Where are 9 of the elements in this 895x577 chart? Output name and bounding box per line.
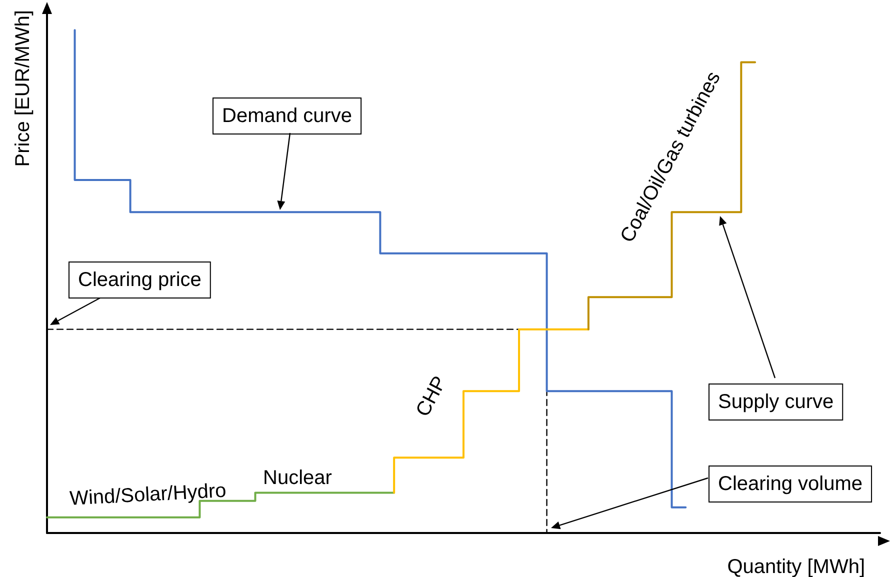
annotation: Wind/Solar/Hydro	[69, 480, 227, 510]
annotation: Demand curve	[222, 105, 352, 127]
annotation: Clearing price	[78, 269, 202, 291]
annotation: Supply curve	[718, 391, 834, 413]
x-axis-title: Quantity [MWh]	[727, 556, 865, 577]
annotation: Clearing volume	[718, 473, 863, 495]
annotation: Nuclear	[263, 467, 332, 489]
y-axis-title: Price [EUR/MWh]	[12, 10, 34, 167]
annotation: CHP	[412, 372, 452, 420]
